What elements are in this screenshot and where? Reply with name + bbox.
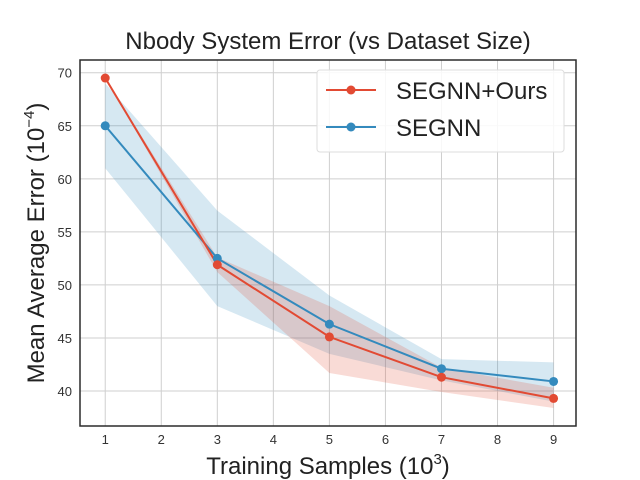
x-axis-label-text: Training Samples — [206, 453, 392, 480]
y-tick-label-45: 45 — [58, 331, 72, 346]
y-tick-label-50: 50 — [58, 278, 72, 293]
point-segnn-x5 — [324, 319, 334, 329]
point-segnn-x7 — [436, 364, 446, 374]
y-tick-label-55: 55 — [58, 225, 72, 240]
x-tick-label-8: 8 — [494, 432, 501, 447]
y-tick-label-70: 70 — [58, 66, 72, 81]
x-axis-label-exponent: 3 — [433, 451, 441, 468]
point-segnn-ours-x7 — [436, 372, 446, 382]
point-segnn-x3 — [212, 253, 222, 263]
x-tick-label-9: 9 — [550, 432, 557, 447]
legend-marker-segnn-ours — [346, 85, 356, 95]
y-axis-label: Mean Average Error (10−4) — [21, 103, 50, 384]
point-segnn-ours-x5 — [324, 332, 334, 342]
chart-title: Nbody System Error (vs Dataset Size) — [125, 28, 530, 55]
legend-frame — [316, 69, 565, 153]
y-tick-label-65: 65 — [58, 119, 72, 134]
x-tick-label-6: 6 — [382, 432, 389, 447]
legend-label-segnn-ours: SEGNN+Ours — [396, 78, 547, 105]
point-segnn-ours-x9 — [549, 393, 559, 403]
x-tick-label-2: 2 — [158, 432, 165, 447]
x-tick-label-7: 7 — [438, 432, 445, 447]
y-axis-label-group: Mean Average Error (10−4) — [21, 103, 50, 384]
legend-label-segnn: SEGNN — [396, 115, 481, 142]
x-axis-label-close: ) — [442, 453, 450, 480]
x-axis-label: Training Samples (103) — [206, 451, 450, 480]
y-tick-labels: 40 45 50 55 60 65 70 — [58, 66, 72, 399]
x-tick-label-1: 1 — [102, 432, 109, 447]
band-segnn-ours — [105, 78, 554, 408]
point-segnn-ours-x1 — [100, 73, 110, 83]
point-segnn-x1 — [100, 121, 110, 131]
legend: SEGNN+Ours SEGNN — [316, 69, 565, 153]
y-tick-label-60: 60 — [58, 172, 72, 187]
x-tick-labels: 1 2 3 4 5 6 7 8 9 — [102, 432, 558, 447]
x-tick-label-4: 4 — [270, 432, 277, 447]
point-segnn-x9 — [549, 376, 559, 386]
point-segnn-ours-x3 — [212, 260, 222, 270]
series-points — [100, 73, 559, 403]
plot-frame — [79, 59, 577, 427]
y-axis-label-exponent: −4 — [21, 111, 38, 128]
x-tick-label-5: 5 — [326, 432, 333, 447]
legend-marker-segnn — [346, 122, 356, 132]
y-axis-label-open: (10 — [23, 128, 50, 169]
x-axis-label-open: (10 — [392, 453, 433, 480]
x-tick-label-3: 3 — [214, 432, 221, 447]
y-tick-label-40: 40 — [58, 384, 72, 399]
y-axis-label-close: ) — [23, 103, 50, 111]
y-axis-label-text: Mean Average Error — [23, 169, 50, 383]
